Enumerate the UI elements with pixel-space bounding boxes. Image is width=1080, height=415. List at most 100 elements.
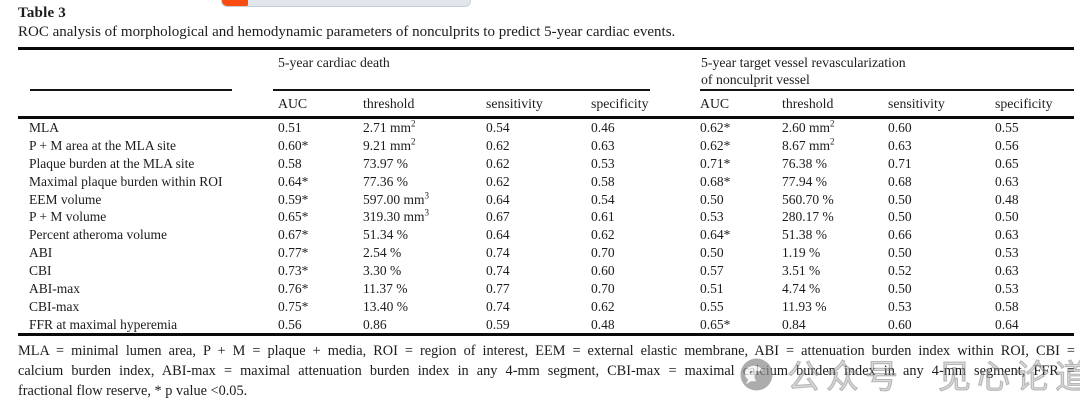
group-header-tvr-line1: 5-year target vessel revascularization — [701, 55, 906, 70]
table-cell: 51.34 % — [363, 227, 408, 243]
progress-bar-fill — [222, 0, 248, 6]
table-cell: 0.74 — [486, 263, 510, 279]
table-cell: 0.58 — [591, 173, 615, 189]
table-cell: 0.62 — [591, 227, 615, 243]
table-cell: 0.52 — [888, 263, 912, 279]
table-cell: 0.60 — [888, 316, 912, 332]
rule-top — [18, 47, 1074, 50]
rule-label-col — [30, 89, 232, 91]
table-cell: 0.74 — [486, 298, 510, 314]
table-cell: 0.68* — [700, 173, 731, 189]
table-cell: 0.71* — [700, 155, 731, 171]
table-cell: 0.59* — [278, 191, 309, 207]
rule-bottom — [18, 333, 1074, 336]
row-label: EEM volume — [29, 191, 102, 207]
table-cell: 0.67* — [278, 227, 309, 243]
table-cell: 0.53 — [700, 209, 724, 225]
table-cell: 0.63 — [995, 173, 1019, 189]
table-cell: 0.55 — [700, 298, 724, 314]
row-label: P + M volume — [29, 209, 107, 225]
row-label: Plaque burden at the MLA site — [29, 155, 195, 171]
progress-bar — [221, 0, 471, 7]
footnote-line: fractional flow reserve, * p value <0.05… — [18, 383, 248, 399]
table-cell: 0.58 — [995, 298, 1019, 314]
table-cell: 0.50 — [700, 191, 724, 207]
table-cell: 0.60 — [591, 263, 615, 279]
rule-mid — [18, 116, 1074, 119]
table-cell: 2.54 % — [363, 245, 402, 261]
table-cell: 0.76* — [278, 281, 309, 297]
subheader-auc-right: AUC — [700, 96, 730, 111]
table-cell: 0.63 — [995, 227, 1019, 243]
subheader-auc-left: AUC — [278, 96, 308, 111]
table-cell: 2.71 mm2 — [363, 118, 416, 135]
row-label: MLA — [29, 120, 59, 135]
table-cell: 76.38 % — [782, 155, 827, 171]
group-header-cardiac-death: 5-year cardiac death — [278, 55, 390, 70]
table-cell: 280.17 % — [782, 209, 834, 225]
row-label: ABI-max — [29, 281, 80, 297]
subheader-threshold-left: threshold — [363, 96, 415, 111]
table-cell: 1.19 % — [782, 245, 821, 261]
table-cell: 0.53 — [995, 281, 1019, 297]
table-cell: 0.55 — [995, 120, 1019, 135]
row-label: Percent atheroma volume — [29, 227, 167, 243]
table-cell: 0.62* — [700, 137, 731, 153]
table-cell: 0.51 — [700, 281, 724, 297]
rule-group1 — [273, 89, 650, 91]
row-label: Maximal plaque burden within ROI — [29, 173, 223, 189]
group-header-tvr: 5-year target vessel revascularization o… — [701, 54, 906, 88]
table-cell: 0.57 — [700, 263, 724, 279]
subheader-sensitivity-right: sensitivity — [888, 96, 945, 111]
table-cell: 4.74 % — [782, 281, 821, 297]
table-cell: 0.84 — [782, 316, 806, 332]
table-cell: 0.58 — [278, 155, 302, 171]
table-cell: 0.65 — [995, 155, 1019, 171]
table-cell: 11.93 % — [782, 298, 827, 314]
table-cell: 0.56 — [278, 316, 302, 332]
footnote-line: MLA = minimal lumen area, P + M = plaque… — [18, 343, 1075, 359]
table-cell: 0.64 — [486, 191, 510, 207]
table-cell: 0.60* — [278, 137, 309, 153]
row-label: ABI — [29, 245, 53, 261]
table-title: Table 3 — [18, 5, 66, 21]
footnote-line: calcium burden index, ABI-max = maximal … — [18, 363, 1075, 379]
table-cell: 8.67 mm2 — [782, 136, 835, 153]
table-cell: 0.71 — [888, 155, 912, 171]
table-cell: 0.50 — [888, 191, 912, 207]
table-cell: 0.53 — [888, 298, 912, 314]
table-cell: 77.36 % — [363, 173, 408, 189]
row-label: P + M area at the MLA site — [29, 137, 176, 153]
table-cell: 0.62 — [486, 173, 510, 189]
table-cell: 0.64* — [278, 173, 309, 189]
table-cell: 9.21 mm2 — [363, 136, 416, 153]
subheader-specificity-right: specificity — [995, 96, 1053, 111]
table-cell: 0.50 — [700, 245, 724, 261]
table-cell: 0.64 — [995, 316, 1019, 332]
row-label: FFR at maximal hyperemia — [29, 316, 178, 332]
table-cell: 0.54 — [591, 191, 615, 207]
table-cell: 0.77 — [486, 281, 510, 297]
row-label: CBI — [29, 263, 52, 279]
table-cell: 3.30 % — [363, 263, 402, 279]
table-cell: 77.94 % — [782, 173, 827, 189]
table-cell: 0.63 — [888, 137, 912, 153]
table-cell: 11.37 % — [363, 281, 408, 297]
table-cell: 0.64* — [700, 227, 731, 243]
table-cell: 0.62* — [700, 120, 731, 135]
subheader-threshold-right: threshold — [782, 96, 834, 111]
group-header-tvr-line2: of nonculprit vessel — [701, 72, 810, 87]
table-cell: 0.63 — [591, 137, 615, 153]
table-cell: 0.50 — [888, 281, 912, 297]
table-footnote: MLA = minimal lumen area, P + M = plaque… — [18, 341, 1075, 401]
table-cell: 0.64 — [486, 227, 510, 243]
table-cell: 0.75* — [278, 298, 309, 314]
table-cell: 0.53 — [591, 155, 615, 171]
table-cell: 0.66 — [888, 227, 912, 243]
roc-table-body: MLA 0.51 2.71 mm2 0.54 0.46 0.62* 2.60 mm2 0.60… — [18, 119, 1074, 334]
table-cell: 560.70 % — [782, 191, 834, 207]
table-cell: 0.62 — [591, 298, 615, 314]
table-cell: 0.62 — [486, 155, 510, 171]
table-cell: 0.86 — [363, 316, 387, 332]
